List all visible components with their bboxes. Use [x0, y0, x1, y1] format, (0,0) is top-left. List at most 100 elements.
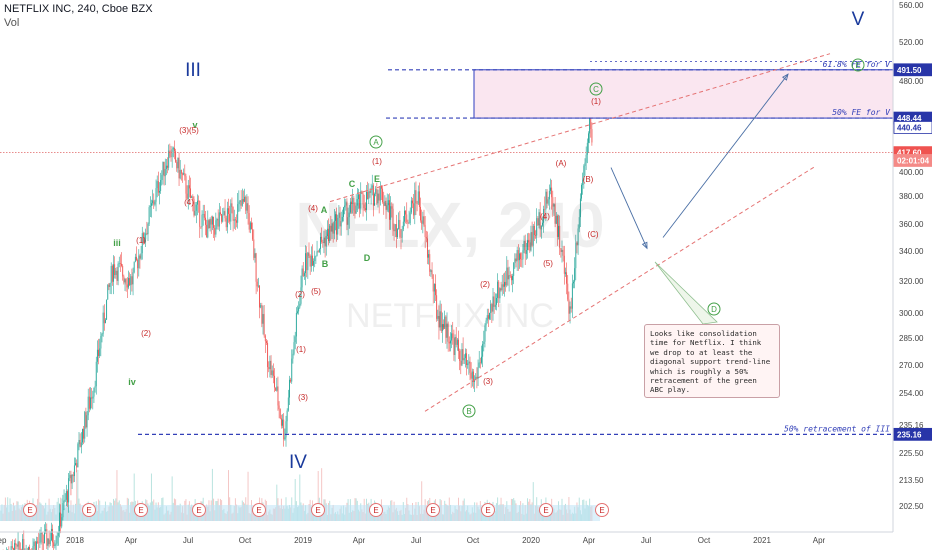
candle	[234, 210, 235, 229]
earnings-marker[interactable]: E	[312, 504, 325, 517]
candle	[76, 459, 77, 472]
earnings-marker[interactable]: E	[24, 504, 37, 517]
candle	[233, 206, 234, 231]
annotation-note[interactable]: Looks like consolidation time for Netfli…	[644, 324, 780, 398]
candle	[304, 271, 305, 280]
wave-label-major: V	[852, 9, 865, 30]
volume-indicator-label[interactable]: Vol	[4, 16, 153, 30]
candle	[479, 351, 480, 368]
candle	[200, 227, 201, 229]
candle	[465, 348, 466, 367]
price-tag[interactable]: 02:01:04	[894, 154, 932, 166]
candle	[567, 275, 568, 301]
candle	[298, 301, 299, 314]
wave-label-sub: (4)	[308, 204, 318, 213]
symbol-title[interactable]: NETFLIX INC, 240, Cboe BZX	[4, 2, 153, 16]
candle	[104, 304, 105, 330]
earnings-marker[interactable]: E	[135, 504, 148, 517]
candle	[219, 203, 220, 231]
earnings-marker[interactable]: E	[253, 504, 266, 517]
candle	[574, 257, 575, 288]
candle	[127, 277, 128, 298]
candle	[92, 391, 93, 410]
price-tick: 225.50	[899, 449, 924, 458]
target-zone-box[interactable]	[474, 70, 893, 118]
candle	[226, 216, 227, 231]
wave-label-major: IV	[289, 452, 307, 473]
candle	[294, 335, 295, 355]
candle	[267, 340, 268, 377]
price-tick: 340.00	[899, 247, 924, 256]
price-tick: 320.00	[899, 277, 924, 286]
earnings-marker[interactable]: E	[193, 504, 206, 517]
price-axis[interactable]: 560.00520.00480.00440.00400.00380.00360.…	[893, 0, 932, 532]
price-tick: 202.50	[899, 502, 924, 511]
candle	[249, 205, 250, 233]
candle	[164, 162, 165, 186]
earnings-marker[interactable]: E	[596, 504, 609, 517]
candle	[115, 268, 116, 279]
price-tag[interactable]: 491.50	[894, 64, 932, 76]
earnings-marker[interactable]: E	[370, 504, 383, 517]
wave-label-minor: A	[321, 205, 328, 215]
candle	[217, 218, 218, 230]
candle	[291, 349, 292, 384]
time-axis[interactable]: ep2018AprJulOct2019AprJulOct2020AprJulOc…	[0, 532, 893, 545]
candle	[106, 299, 107, 319]
wave-label-sub: (2)	[141, 329, 151, 338]
candle	[292, 349, 293, 363]
candle	[241, 190, 242, 209]
candle	[591, 122, 592, 145]
earnings-marker[interactable]: E	[83, 504, 96, 517]
candle	[177, 158, 178, 173]
candle	[62, 495, 63, 521]
candle	[165, 159, 166, 185]
time-tick: Apr	[813, 536, 826, 545]
time-tick: Apr	[583, 536, 596, 545]
candle	[87, 411, 88, 437]
candle	[42, 532, 43, 550]
candle	[131, 269, 132, 292]
candle	[183, 169, 184, 176]
candle	[240, 200, 241, 211]
candle	[432, 262, 433, 279]
candle	[480, 358, 481, 369]
price-tick: 520.00	[899, 38, 924, 47]
candle	[138, 249, 139, 276]
time-tick: Oct	[698, 536, 711, 545]
wave-label-sub: (3)(5)	[179, 126, 199, 135]
candle	[118, 261, 119, 285]
candle	[69, 471, 70, 481]
watermark-name: NETFLIX INC	[346, 297, 554, 335]
level-label: 50% FE for V	[832, 108, 891, 117]
candle	[157, 175, 158, 197]
wave-label-sub: (4)	[540, 212, 550, 221]
candle	[460, 349, 461, 374]
level-label: 50% retracement of III	[784, 424, 890, 433]
wave-label-sub: (5)	[311, 287, 321, 296]
earnings-marker[interactable]: E	[540, 504, 553, 517]
candle	[163, 162, 164, 185]
svg-text:440.46: 440.46	[897, 123, 922, 132]
candle	[11, 541, 12, 550]
candle	[119, 257, 120, 268]
price-tag[interactable]: 440.46	[894, 121, 932, 133]
wave-label-circled: A	[370, 136, 382, 148]
candle	[475, 373, 476, 380]
price-tick: 213.50	[899, 476, 924, 485]
candle	[73, 472, 74, 483]
candle	[114, 256, 115, 278]
candle	[77, 442, 78, 467]
price-tag[interactable]: 235.16	[894, 428, 932, 440]
earnings-marker[interactable]: E	[482, 504, 495, 517]
svg-text:E: E	[196, 506, 201, 515]
candle	[135, 254, 136, 263]
candle	[182, 172, 183, 183]
svg-text:E: E	[543, 506, 548, 515]
projection-arrow-down[interactable]	[611, 168, 647, 249]
candle	[28, 547, 29, 550]
candle	[568, 292, 569, 321]
earnings-marker[interactable]: E	[427, 504, 440, 517]
